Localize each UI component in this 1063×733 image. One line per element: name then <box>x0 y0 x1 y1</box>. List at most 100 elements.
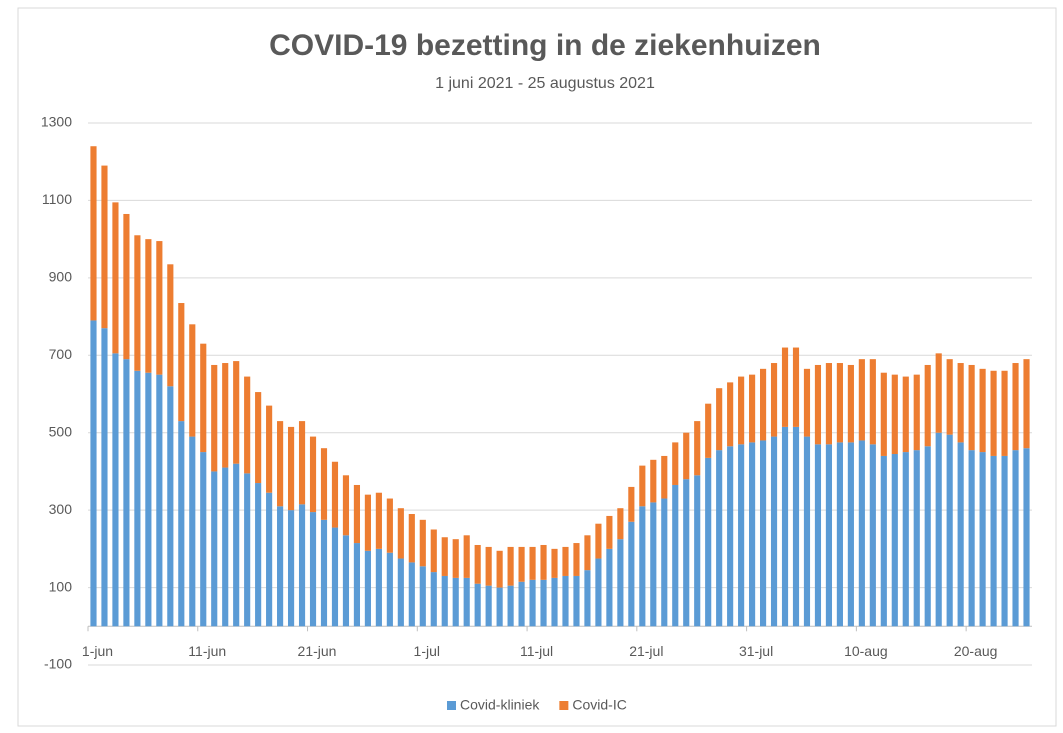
bar-segment <box>749 374 756 443</box>
bar-segment <box>902 376 909 453</box>
x-tick-label: 20-aug <box>954 643 998 659</box>
bar-segment <box>606 515 613 549</box>
y-tick-label: 700 <box>49 346 73 362</box>
y-tick-label: 900 <box>49 269 73 285</box>
legend-swatch <box>559 701 569 710</box>
bar-segment <box>584 535 591 571</box>
bar-segment <box>408 562 415 627</box>
bar-segment <box>211 364 218 472</box>
bar-segment <box>189 324 196 437</box>
bar-segment <box>529 579 536 627</box>
bar-segment <box>529 546 536 580</box>
bar-segment <box>946 434 953 627</box>
x-tick-label: 1-jul <box>414 643 440 659</box>
bar-segment <box>375 492 382 549</box>
bar-segment <box>397 508 404 559</box>
bar-segment <box>101 165 108 329</box>
bar-segment <box>167 264 174 387</box>
bar-segment <box>145 239 152 373</box>
bar-segment <box>277 421 284 507</box>
bar-segment <box>277 506 284 627</box>
bar-segment <box>551 577 558 627</box>
bar-segment <box>496 587 503 627</box>
bar-segment <box>1001 370 1008 456</box>
bar-segment <box>255 392 262 484</box>
bar-segment <box>738 444 745 627</box>
bar-segment <box>924 446 931 627</box>
bar-segment <box>397 558 404 627</box>
bar-segment <box>320 519 328 627</box>
bar-segment <box>727 446 734 627</box>
bar-segment <box>123 359 130 627</box>
bar-segment <box>342 475 350 536</box>
bar-segment <box>452 577 459 627</box>
bar-segment <box>244 376 251 474</box>
bar-segment <box>309 512 317 627</box>
x-tick-label: 21-jul <box>629 643 663 659</box>
bar-segment <box>705 457 712 627</box>
bar-segment <box>836 442 843 627</box>
x-tick-label: 11-jul <box>520 643 553 659</box>
bar-segment <box>880 372 887 456</box>
bar-segment <box>946 359 953 435</box>
bar-segment <box>474 583 481 627</box>
bar-segment <box>628 521 635 627</box>
bar-segment <box>990 370 997 456</box>
x-tick-label: 1-jun <box>82 643 113 659</box>
bar-segment <box>134 235 141 371</box>
bar-segment <box>178 303 185 422</box>
bar-segment <box>1001 455 1008 627</box>
bar-segment <box>759 368 767 441</box>
bar-segment <box>364 550 371 627</box>
bar-segment <box>1012 363 1019 451</box>
bar-segment <box>255 483 262 627</box>
bar-segment <box>518 546 525 582</box>
bar-segment <box>353 484 361 544</box>
bar-segment <box>156 374 163 627</box>
bar-segment <box>452 539 459 578</box>
legend-label: Covid-kliniek <box>460 697 540 713</box>
bar-segment <box>331 527 339 627</box>
bar-segment <box>485 546 492 586</box>
bar-segment <box>562 575 569 627</box>
bar-segment <box>968 450 975 627</box>
bar-segment <box>474 544 481 584</box>
bar-segment <box>573 543 580 576</box>
bar-segment <box>836 363 843 443</box>
bar-segment <box>858 359 865 441</box>
legend-label: Covid-IC <box>572 697 626 713</box>
bar-segment <box>595 558 602 627</box>
y-tick-label: 1100 <box>42 191 72 207</box>
bar-segment <box>847 442 854 627</box>
y-tick-label: -100 <box>44 656 72 672</box>
bar-segment <box>968 364 975 451</box>
bar-segment <box>463 535 470 578</box>
bar-segment <box>386 552 393 627</box>
bar-segment <box>770 436 778 627</box>
bar-segment <box>661 455 668 499</box>
bar-segment <box>342 535 350 627</box>
bar-segment <box>145 372 152 627</box>
bar-segment <box>727 382 734 447</box>
bar-segment <box>1023 448 1030 627</box>
bar-segment <box>419 519 426 567</box>
legend: Covid-kliniek Covid-IC <box>447 697 627 713</box>
bar-segment <box>1012 450 1019 627</box>
bar-segment <box>792 347 800 427</box>
bar-segment <box>200 452 207 627</box>
bar-segment <box>441 537 448 576</box>
bar-segment <box>738 376 745 445</box>
bar-segment <box>331 461 339 528</box>
bar-segment <box>101 328 108 627</box>
bar-segment <box>551 548 558 578</box>
bar-segment <box>617 539 624 627</box>
bar-segment <box>650 502 657 627</box>
bar-segment <box>891 374 898 455</box>
bar-segment <box>935 353 942 433</box>
bar-segment <box>156 241 163 375</box>
chart-title: COVID-19 bezetting in de ziekenhuizen <box>269 29 821 62</box>
bar-segment <box>869 444 876 627</box>
bar-segment <box>90 146 97 321</box>
bar-segment <box>233 361 240 464</box>
bar-segment <box>573 575 580 627</box>
